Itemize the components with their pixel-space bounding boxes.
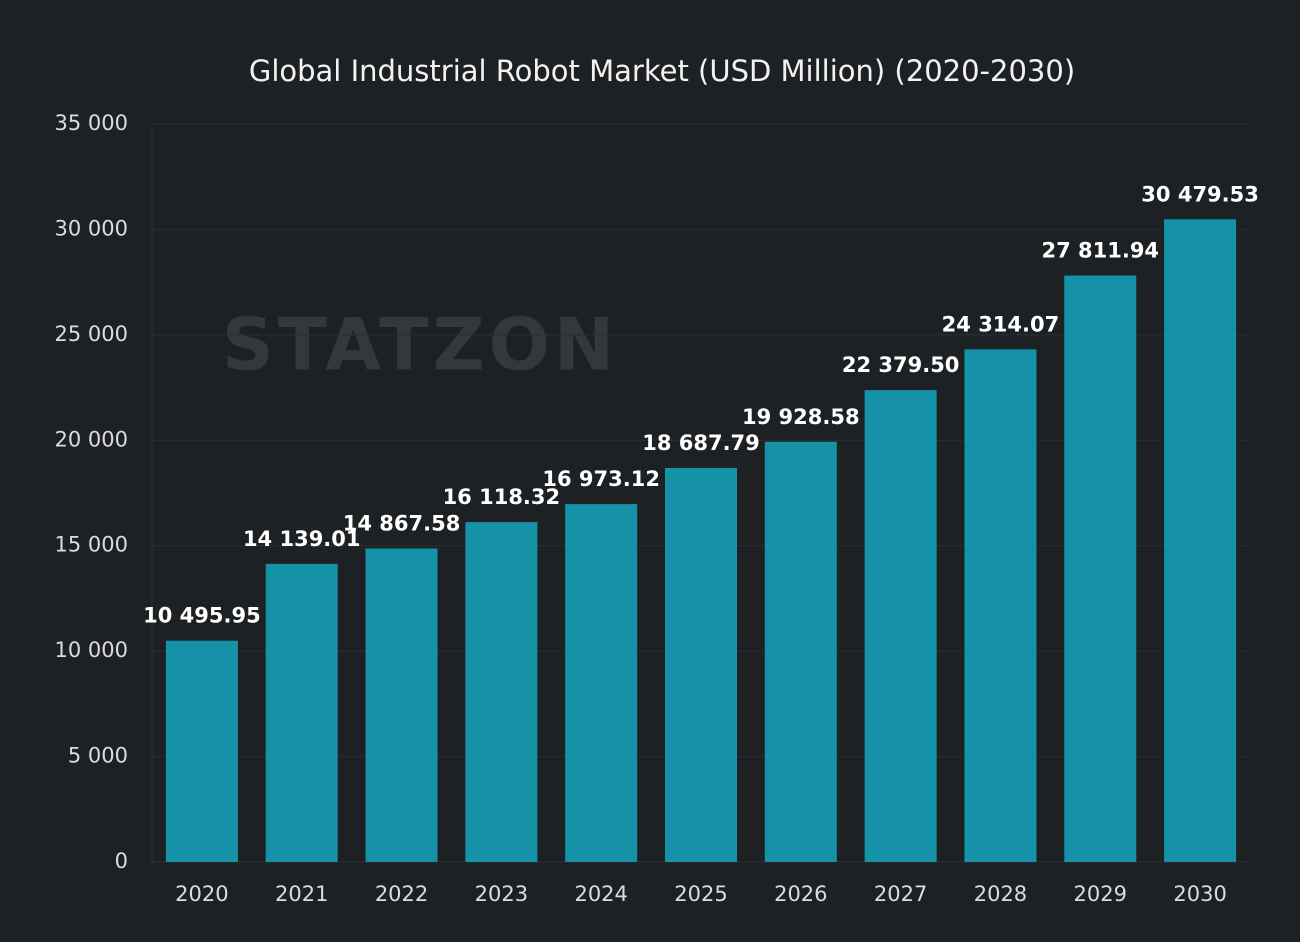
x-tick-label: 2024	[574, 882, 627, 906]
x-tick-label: 2020	[175, 882, 228, 906]
value-label: 27 811.94	[1041, 239, 1159, 263]
x-tick-label: 2027	[874, 882, 927, 906]
bar	[565, 504, 638, 862]
x-tick-label: 2029	[1074, 882, 1127, 906]
bar	[1164, 219, 1237, 863]
x-tick-label: 2025	[674, 882, 727, 906]
value-label: 30 479.53	[1141, 182, 1259, 206]
bar	[165, 640, 238, 862]
y-tick-label: 35 000	[55, 111, 128, 135]
value-label: 14 139.01	[243, 527, 361, 551]
bar	[665, 467, 737, 862]
value-label: 22 379.50	[842, 353, 960, 377]
bar	[365, 548, 438, 862]
y-tick-label: 5 000	[68, 744, 128, 768]
x-tick-label: 2028	[974, 882, 1027, 906]
x-tick-label: 2026	[774, 882, 827, 906]
y-tick-label: 20 000	[55, 427, 128, 451]
y-tick-label: 25 000	[55, 322, 128, 346]
x-tick-label: 2030	[1173, 882, 1226, 906]
bar	[764, 441, 837, 862]
value-label: 16 973.12	[542, 467, 660, 491]
value-label: 14 867.58	[343, 512, 461, 536]
y-tick-label: 30 000	[55, 216, 128, 240]
chart-title: Global Industrial Robot Market (USD Mill…	[249, 54, 1075, 88]
bar	[465, 522, 538, 862]
value-label: 16 118.32	[443, 485, 561, 509]
value-label: 10 495.95	[143, 604, 261, 628]
watermark: STATZON	[222, 303, 618, 387]
x-tick-label: 2021	[275, 882, 328, 906]
value-label: 18 687.79	[642, 431, 760, 455]
x-tick-label: 2023	[475, 882, 528, 906]
bar	[964, 349, 1037, 863]
y-tick-label: 15 000	[55, 533, 128, 557]
bar	[864, 390, 937, 862]
y-tick-label: 10 000	[55, 638, 128, 662]
y-tick-label: 0	[115, 849, 128, 873]
value-label: 19 928.58	[742, 405, 860, 429]
value-label: 24 314.07	[942, 312, 1060, 336]
bar	[1064, 275, 1137, 862]
bar	[265, 563, 338, 862]
x-tick-label: 2022	[375, 882, 428, 906]
